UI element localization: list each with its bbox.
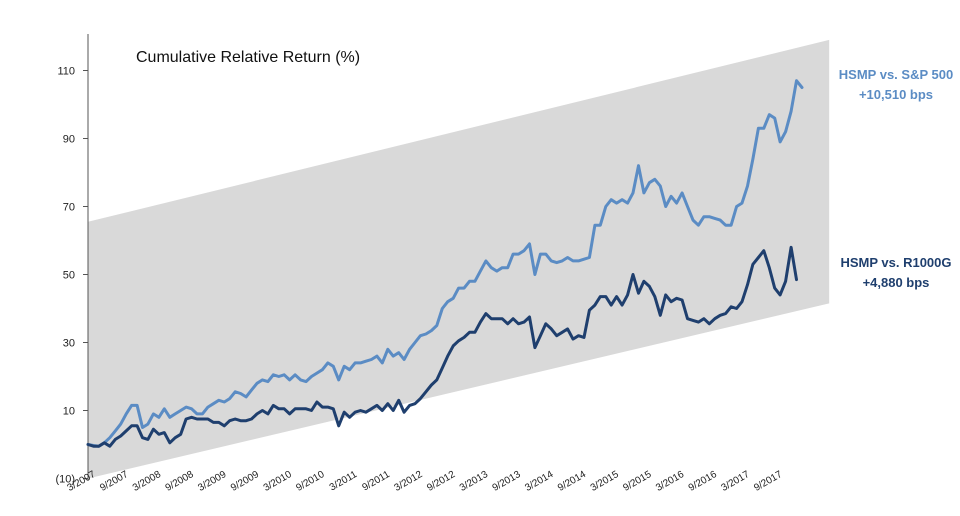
x-tick-label: 3/2013 <box>458 469 490 494</box>
chart-title: Cumulative Relative Return (%) <box>136 49 360 66</box>
x-tick-label: 9/2009 <box>229 469 261 494</box>
annotation-layer: HSMP vs. S&P 500 +10,510 bps HSMP vs. R100… <box>839 67 953 290</box>
x-tick-label: 9/2015 <box>621 469 653 494</box>
x-tick-label: 3/2016 <box>654 469 686 494</box>
x-tick-label: 9/2017 <box>752 469 784 494</box>
y-tick-label: 70 <box>63 202 75 214</box>
band-layer <box>88 39 830 479</box>
y-tick-label: 30 <box>63 338 75 350</box>
annotation-sp500: HSMP vs. S&P 500 <box>839 67 953 82</box>
annotation-r1000g: +4,880 bps <box>863 275 930 290</box>
y-tick-label: 50 <box>63 270 75 282</box>
trend-channel-band <box>88 39 830 479</box>
x-tick-label: 9/2010 <box>294 469 326 494</box>
y-tick-label: 110 <box>57 66 75 78</box>
x-tick-label: 9/2012 <box>425 469 457 494</box>
series-line-sp500 <box>86 79 804 448</box>
x-tick-label: 9/2008 <box>164 469 196 494</box>
x-tick-label: 3/2010 <box>262 469 294 494</box>
x-tick-label: 9/2011 <box>360 469 392 494</box>
x-tick-label: 3/2011 <box>328 469 360 494</box>
x-tick-label: 3/2012 <box>393 469 425 494</box>
x-tick-label: 3/2015 <box>589 469 621 494</box>
x-tick-label: 9/2013 <box>491 469 523 494</box>
y-tick-label: (10) <box>55 474 75 486</box>
annotation-sp500: +10,510 bps <box>859 87 933 102</box>
x-tick-label: 3/2014 <box>523 469 555 494</box>
y-tick-label: 90 <box>63 134 75 146</box>
x-tick-label: 3/2009 <box>196 469 228 494</box>
y-tick-label: 10 <box>63 406 75 418</box>
x-tick-label: 9/2016 <box>687 469 719 494</box>
x-tick-label: 3/2008 <box>131 469 163 494</box>
x-tick-label: 9/2014 <box>556 469 588 494</box>
series-layer <box>86 79 804 448</box>
annotation-r1000g: HSMP vs. R1000G <box>840 255 951 270</box>
series-line-r1000g <box>86 245 798 448</box>
x-tick-label: 3/2017 <box>720 469 752 494</box>
